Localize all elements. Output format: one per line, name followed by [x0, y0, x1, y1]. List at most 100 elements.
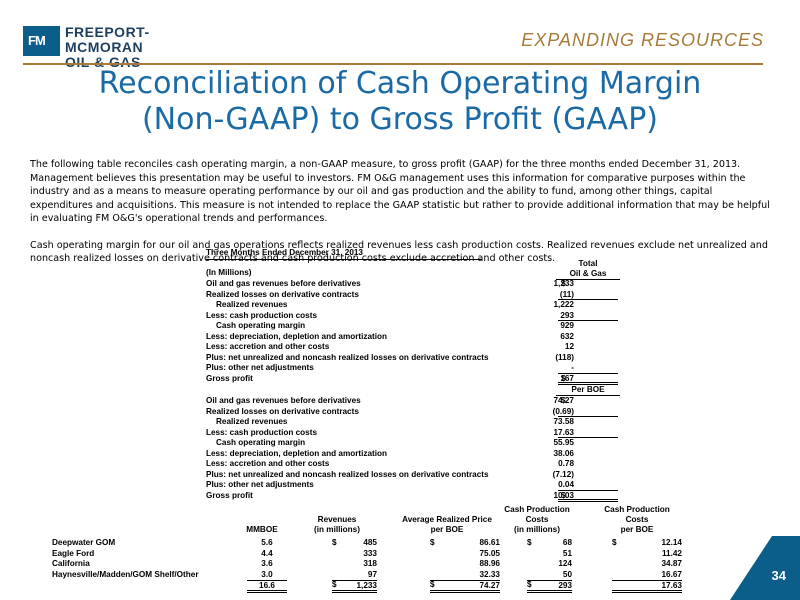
row-label: Plus: net unrealized and noncash realize… — [206, 352, 489, 362]
row-value: 55.95 — [553, 438, 575, 447]
revenue-value: 1,233 — [332, 580, 377, 593]
page-badge — [730, 536, 800, 600]
page-title: Reconciliation of Cash Operating Margin … — [98, 66, 702, 137]
row-value: 0.78 — [558, 459, 574, 468]
company-logo: FM FREEPORT-MCMORAN OIL & GAS — [23, 23, 201, 70]
row-label: Realized revenues — [216, 417, 288, 426]
region-name: California — [52, 559, 90, 568]
region-name: Eagle Ford — [52, 548, 95, 558]
row-label: Cash operating margin — [216, 438, 306, 447]
column-header-total: Total Oil & Gas — [556, 259, 620, 280]
row-value: 632 — [560, 331, 574, 341]
row-label: Realized revenues — [216, 300, 288, 309]
row-label: Plus: other net adjustments — [206, 480, 314, 489]
table-row: Gross profit $10.03 — [206, 490, 618, 502]
intro-paragraph-2: Cash operating margin for our oil and ga… — [30, 239, 768, 265]
currency-symbol: $ — [561, 490, 566, 500]
row-label: Less: cash production costs — [206, 310, 318, 320]
row-label: Less: cash production costs — [206, 427, 318, 437]
page-number: 34 — [771, 568, 786, 583]
table-row: Cash operating margin 929 — [206, 321, 582, 332]
currency-symbol: $ — [430, 538, 435, 547]
table-row: Plus: other net adjustments - — [206, 363, 618, 374]
table-row: Eagle Ford 4.4 333 75.05 51 11.42 — [52, 549, 692, 560]
cash-cost-boe-value: 16.67 — [661, 569, 683, 579]
table-row: Less: accretion and other costs 12 — [206, 342, 582, 353]
row-label: Less: accretion and other costs — [206, 342, 330, 351]
column-header-per-boe: Per BOE — [556, 385, 620, 396]
cash-cost-boe-value: 34.87 — [661, 559, 683, 568]
tagline: EXPANDING RESOURCES — [521, 30, 764, 50]
row-label: Plus: other net adjustments — [206, 363, 314, 372]
revenue-value: 333 — [363, 548, 377, 558]
currency-symbol: $ — [527, 580, 532, 589]
currency-symbol: $ — [332, 538, 337, 547]
intro-paragraph-1: The following table reconciles cash oper… — [30, 159, 770, 224]
row-value: (11) — [559, 289, 574, 299]
row-value: 167 — [560, 373, 574, 383]
currency-symbol: $ — [612, 538, 617, 547]
row-value: 0.04 — [558, 480, 574, 489]
table-row: Plus: net unrealized and noncash realize… — [206, 470, 582, 481]
row-value: (118) — [555, 352, 574, 362]
logo-text: FREEPORT-MCMORAN OIL & GAS — [65, 24, 150, 70]
table-row: Plus: other net adjustments 0.04 — [206, 480, 618, 491]
row-value: (0.69) — [552, 406, 574, 416]
avg-price-value: 74.27 — [430, 580, 500, 593]
table-row: Realized revenues 73.58 — [206, 417, 582, 428]
currency-symbol: $ — [430, 580, 435, 589]
table-row: Haynesville/Madden/GOM Shelf/Other 3.0 97 3… — [52, 570, 692, 581]
row-value: 12 — [564, 342, 574, 351]
row-value: 74.27 — [553, 396, 575, 405]
row-label: Oil and gas revenues before derivatives — [206, 279, 361, 288]
avg-price-value: 32.33 — [479, 569, 501, 579]
revenue-value: 97 — [367, 569, 377, 579]
row-value: 1,222 — [553, 300, 575, 309]
cash-cost-value: 51 — [562, 548, 572, 558]
reconciliation-table-per-boe: Per BOE Oil and gas revenues before deri… — [206, 384, 620, 502]
logo-mark: FM — [23, 26, 60, 56]
currency-symbol: $ — [332, 580, 337, 589]
cash-cost-value: 293 — [527, 580, 572, 593]
table-row: Cash operating margin 55.95 — [206, 438, 582, 449]
row-label: Less: depreciation, depletion and amorti… — [206, 331, 388, 341]
period-header: Three Months Ended December 31, 2013 — [206, 248, 482, 260]
row-label: Cash operating margin — [216, 321, 306, 330]
row-value: (7.12) — [552, 469, 574, 479]
row-value: 17.63 — [553, 427, 575, 437]
mmboe-value: 3.0 — [261, 569, 273, 579]
header-mmboe: MMBOE — [246, 525, 278, 534]
mmboe-value: 16.6 — [247, 580, 287, 593]
intro-text: The following table reconciles cash oper… — [30, 158, 775, 279]
row-value: - — [571, 363, 574, 372]
row-value: 929 — [560, 321, 574, 330]
row-label: Oil and gas revenues before derivatives — [206, 396, 361, 405]
row-value: 73.58 — [553, 417, 575, 426]
region-name: Deepwater GOM — [52, 538, 116, 547]
row-label: Less: depreciation, depletion and amorti… — [206, 448, 388, 458]
table-row: Plus: net unrealized and noncash realize… — [206, 353, 582, 364]
revenue-value: 318 — [363, 559, 377, 568]
table-row: Realized losses on derivative contracts (… — [206, 406, 618, 417]
table-row: Less: cash production costs 17.63 — [206, 427, 618, 438]
table-row: Realized losses on derivative contracts (… — [206, 289, 618, 300]
cash-cost-value: 124 — [558, 559, 572, 568]
row-value: 38.06 — [553, 448, 575, 458]
revenue-value: 485 — [363, 538, 377, 547]
table-row: Less: depreciation, depletion and amorti… — [206, 449, 582, 460]
reconciliation-table-millions: Three Months Ended December 31, 2013 (In… — [206, 248, 620, 385]
table-row: Realized revenues 1,222 — [206, 300, 582, 311]
avg-price-value: 75.05 — [479, 548, 501, 558]
table-row: California 3.6 318 88.96 124 34.87 — [52, 559, 692, 570]
cash-cost-boe-value: 12.14 — [661, 538, 683, 547]
mmboe-value: 4.4 — [261, 548, 273, 558]
total-row: 16.6 1,233 74.27 293 17.63 $ $ $ — [52, 580, 692, 593]
table-row: Less: depreciation, depletion and amorti… — [206, 332, 582, 343]
table-row: Less: cash production costs 293 — [206, 310, 618, 321]
table-row: Less: accretion and other costs 0.78 — [206, 459, 582, 470]
row-label: Gross profit — [206, 373, 253, 383]
currency-symbol: $ — [561, 396, 566, 405]
currency-symbol: $ — [561, 279, 566, 288]
region-name: Haynesville/Madden/GOM Shelf/Other — [52, 569, 199, 579]
table-row: Oil and gas revenues before derivatives $… — [206, 396, 582, 407]
